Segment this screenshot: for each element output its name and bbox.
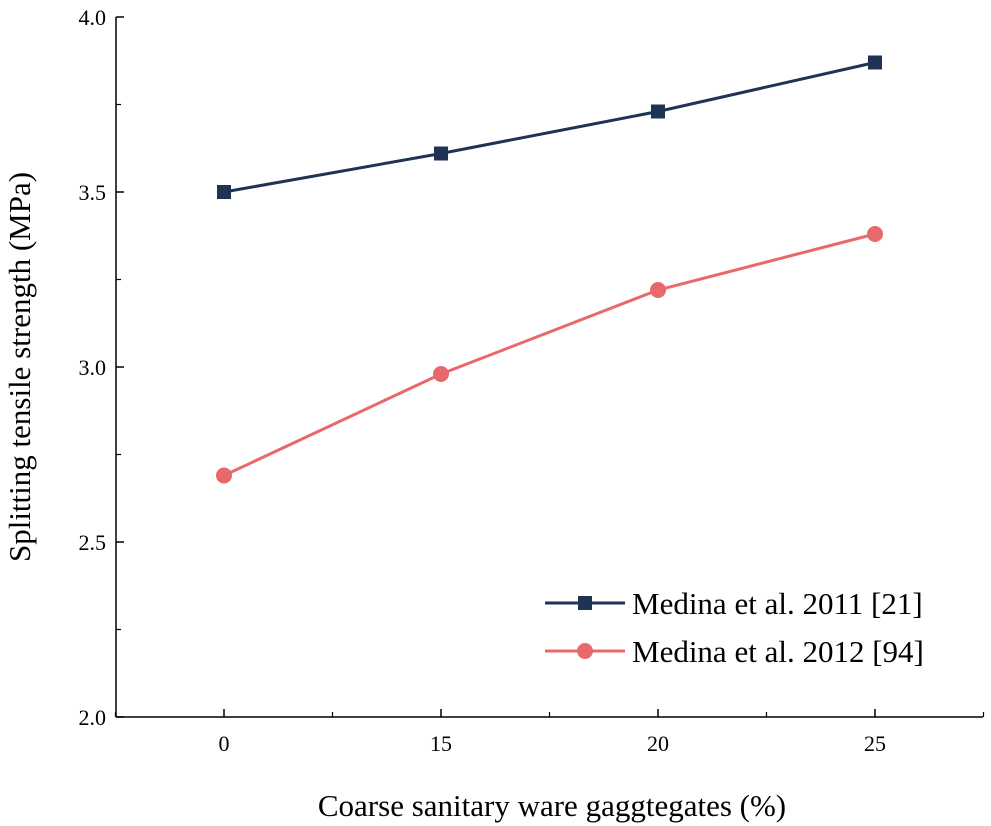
y-tick-label: 3.0 — [79, 355, 107, 380]
x-ticks: 0 15 20 25 — [114, 709, 985, 756]
legend-label: Medina et al. 2011 [21] — [632, 586, 923, 621]
legend-label: Medina et al. 2012 [94] — [632, 634, 924, 669]
series-line — [223, 61, 876, 194]
data-point — [867, 226, 883, 242]
data-point — [651, 104, 665, 119]
data-point — [433, 366, 449, 382]
x-axis-title: Coarse sanitary ware gaggtegates (%) — [318, 788, 786, 823]
legend-marker — [578, 596, 592, 610]
data-point — [217, 185, 231, 199]
data-point — [868, 55, 882, 70]
series-layer — [216, 55, 883, 484]
y-tick-label: 3.5 — [79, 180, 107, 205]
series-2 — [216, 226, 883, 484]
y-tick-label: 2.5 — [79, 530, 107, 555]
series-line — [223, 232, 876, 477]
data-point — [650, 282, 666, 298]
y-tick-label: 4.0 — [79, 5, 107, 30]
y-ticks: 2.0 2.5 3.0 3.5 4.0 — [79, 5, 124, 730]
data-point — [216, 467, 232, 484]
legend: Medina et al. 2011 [21] Medina et al. 201… — [545, 586, 924, 669]
y-tick-label: 2.0 — [79, 705, 107, 730]
series-1 — [217, 55, 882, 199]
data-point — [434, 146, 448, 161]
x-tick-label: 0 — [219, 731, 230, 756]
x-tick-label: 15 — [430, 731, 452, 756]
x-tick-label: 25 — [864, 731, 886, 756]
y-axis-title: Splitting tensile strength (MPa) — [2, 172, 37, 562]
legend-marker — [577, 643, 593, 659]
x-tick-label: 20 — [647, 731, 669, 756]
